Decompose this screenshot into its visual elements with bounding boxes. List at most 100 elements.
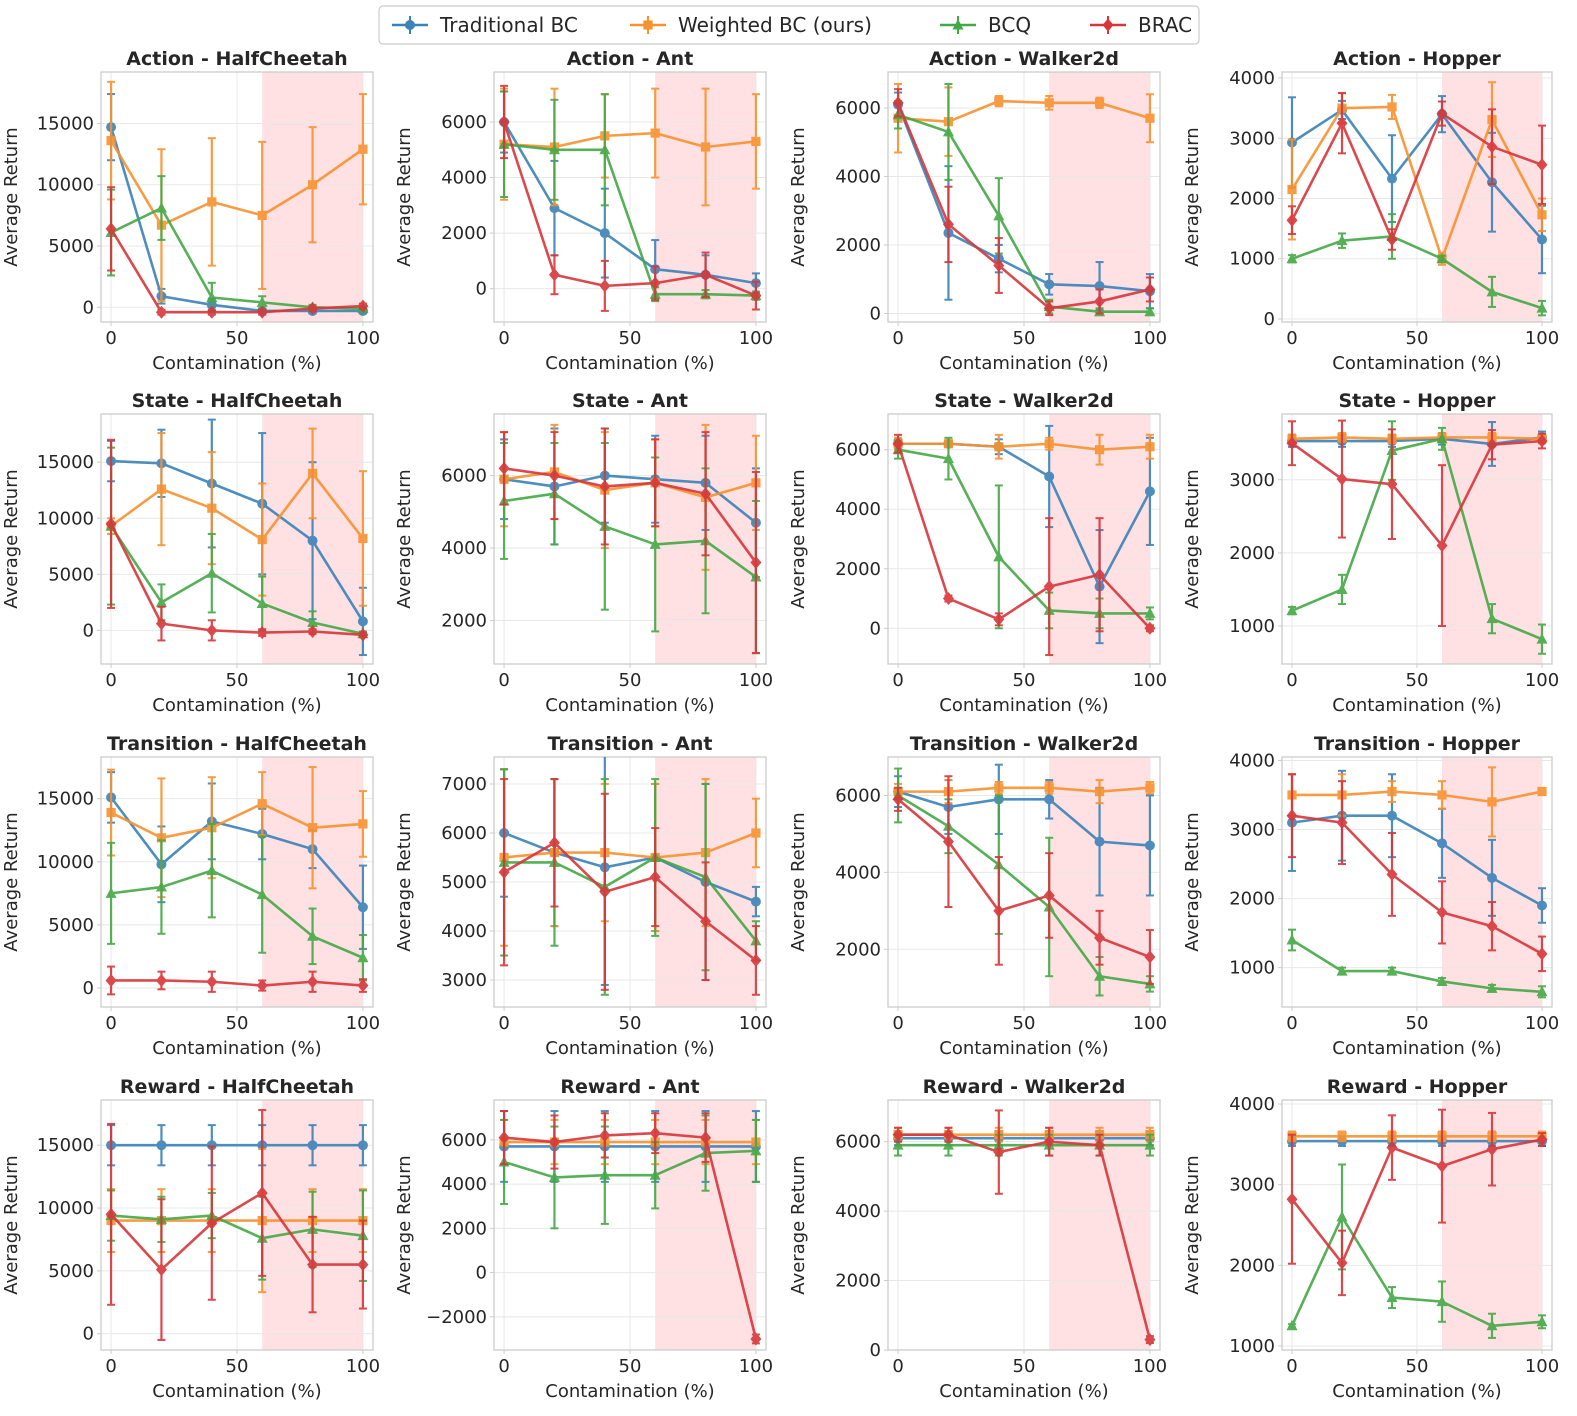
y-tick-label: 2000 <box>441 223 487 244</box>
x-tick-label: 0 <box>498 1013 509 1034</box>
y-tick-label: 3000 <box>1229 1175 1275 1196</box>
y-axis-label: Average Return <box>788 469 809 608</box>
data-point <box>750 1144 762 1156</box>
series-line <box>110 472 364 541</box>
series-brac <box>498 778 762 996</box>
data-point <box>942 1128 954 1142</box>
y-tick-label: 15000 <box>37 1135 94 1156</box>
x-axis-label: Contamination (%) <box>545 1038 714 1059</box>
data-point <box>1386 1291 1398 1303</box>
series-brac <box>892 88 1156 317</box>
data-point <box>207 503 217 513</box>
data-point <box>750 1332 762 1346</box>
data-point <box>1336 1210 1348 1222</box>
data-point <box>1145 113 1155 123</box>
y-tick-label: 0 <box>870 618 881 639</box>
data-point <box>1387 102 1397 112</box>
y-tick-label: 5000 <box>48 1261 94 1282</box>
data-point <box>649 476 661 490</box>
data-point <box>1436 252 1448 264</box>
data-point <box>1537 210 1547 220</box>
data-point <box>1436 107 1448 121</box>
data-point <box>357 902 368 913</box>
x-tick-label: 50 <box>1406 670 1429 691</box>
subplot-title: State - Ant <box>572 390 688 412</box>
subplot-title: Action - Hopper <box>1333 48 1501 70</box>
y-tick-label: 4000 <box>1229 1094 1275 1115</box>
x-tick-label: 0 <box>498 1356 509 1377</box>
x-tick-label: 50 <box>619 670 642 691</box>
series-layer <box>892 1109 1156 1347</box>
subplot-action-ant: 0 50 100 0 2000 4000 6000 Contamination (%) Aver… <box>394 48 773 374</box>
x-axis-label: Contamination (%) <box>545 695 714 716</box>
y-axis-label: Average Return <box>788 1155 809 1294</box>
y-axis-label: Average Return <box>1182 812 1203 951</box>
data-point <box>1144 840 1155 851</box>
data-point <box>1387 810 1397 821</box>
series-brac <box>1286 92 1548 251</box>
y-tick-label: 6000 <box>835 1132 881 1153</box>
series-layer <box>105 418 369 657</box>
y-tick-label: 10000 <box>37 175 94 196</box>
x-tick-label: 100 <box>1525 1013 1559 1034</box>
subplot-state-walker2d: 0 50 100 0 2000 4000 6000 Contamination (%) Aver… <box>788 390 1167 716</box>
series-line <box>110 869 364 959</box>
data-point <box>993 258 1005 272</box>
series-layer <box>105 766 369 996</box>
data-point <box>1487 872 1497 883</box>
y-axis-label: Average Return <box>394 127 415 266</box>
y-tick-label: 15000 <box>37 789 94 810</box>
x-tick-label: 0 <box>892 1356 903 1377</box>
x-tick-label: 0 <box>892 1013 903 1034</box>
x-tick-label: 100 <box>346 670 380 691</box>
data-point <box>548 1135 560 1149</box>
data-point <box>1043 580 1055 594</box>
data-point <box>1436 1159 1448 1173</box>
series-layer <box>1286 1108 1548 1339</box>
x-tick-label: 50 <box>1013 328 1036 349</box>
data-point <box>498 865 510 879</box>
legend-item-traditional_bc: Traditional BC <box>392 13 578 37</box>
data-point <box>942 592 954 606</box>
y-tick-label: 0 <box>83 1324 94 1345</box>
data-point <box>1286 809 1298 823</box>
data-point <box>1336 816 1348 830</box>
data-point <box>1536 633 1548 644</box>
data-point <box>357 628 369 642</box>
data-point <box>105 1207 117 1221</box>
series-brac <box>105 438 369 642</box>
data-point <box>1436 432 1448 444</box>
data-point <box>750 556 762 570</box>
series-line <box>1291 235 1543 310</box>
data-point <box>700 1131 712 1145</box>
subplot-title: Reward - HalfCheetah <box>120 1076 354 1098</box>
data-point <box>599 479 611 493</box>
data-point <box>1336 116 1348 130</box>
y-tick-label: 3000 <box>441 970 487 991</box>
series-layer <box>1286 81 1548 317</box>
data-point <box>548 268 560 282</box>
subplot-title: Action - Walker2d <box>929 48 1119 70</box>
x-tick-label: 50 <box>226 1013 249 1034</box>
data-point <box>750 953 762 967</box>
x-axis-label: Contamination (%) <box>939 695 1108 716</box>
data-point <box>942 125 954 137</box>
x-tick-label: 0 <box>892 328 903 349</box>
series-line <box>502 121 757 285</box>
series-bcq <box>1286 213 1548 317</box>
x-tick-label: 50 <box>226 1356 249 1377</box>
y-axis-label: Average Return <box>1182 1155 1203 1294</box>
data-point <box>1094 836 1105 847</box>
x-tick-label: 0 <box>1286 1013 1297 1034</box>
data-point <box>307 1258 319 1272</box>
y-axis-label: Average Return <box>1 469 22 608</box>
series-line <box>1291 439 1543 547</box>
data-point <box>1387 786 1397 797</box>
data-point <box>1486 1142 1498 1156</box>
series-brac <box>892 1109 1156 1347</box>
y-tick-label: 2000 <box>441 1218 487 1239</box>
x-tick-label: 50 <box>1406 328 1429 349</box>
data-point <box>1486 438 1498 452</box>
series-line <box>503 1149 756 1179</box>
data-point <box>1536 434 1548 448</box>
